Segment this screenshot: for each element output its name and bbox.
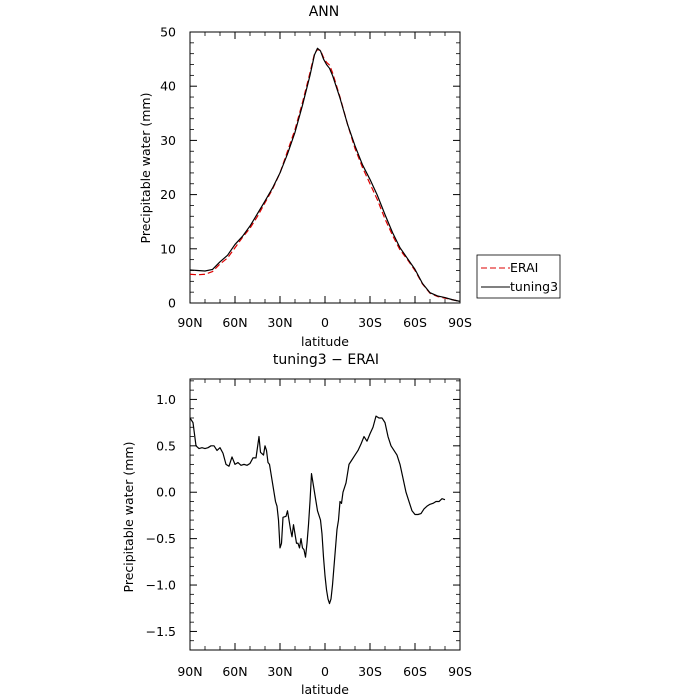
legend-label-erai: ERAI bbox=[510, 260, 538, 275]
difference-panel: tuning3 − ERAI 90N 60N 30N 0 30S 60S 90S −1.5−… bbox=[121, 352, 472, 697]
x-tick-label: 90S bbox=[448, 315, 472, 330]
x-tick-label: 30N bbox=[267, 315, 292, 330]
x-tick-labels: 90N 60N 30N 0 30S 60S 90S bbox=[177, 315, 472, 330]
y-tick-label: 0 bbox=[168, 296, 176, 311]
x-tick-labels: 90N 60N 30N 0 30S 60S 90S bbox=[177, 664, 472, 679]
y-axis-title: Precipitable water (mm) bbox=[121, 442, 136, 593]
legend-box bbox=[476, 254, 561, 299]
x-tick-label: 60S bbox=[403, 315, 427, 330]
series-lines bbox=[189, 415, 446, 605]
y-tick-label: 40 bbox=[160, 79, 176, 94]
y-tick-label: 0.5 bbox=[156, 438, 176, 453]
x-tick-label: 60N bbox=[222, 315, 247, 330]
y-tick-label: 10 bbox=[160, 241, 176, 256]
y-tick-labels: −1.5 −1.0 −0.5 0.0 0.5 1.0 bbox=[146, 392, 176, 639]
x-tick-label: 30N bbox=[267, 664, 292, 679]
plot-frame bbox=[189, 31, 461, 304]
y-tick-label: 30 bbox=[160, 133, 176, 148]
series-line-erai bbox=[189, 48, 461, 302]
tick-marks bbox=[189, 31, 461, 304]
x-tick-label: 60S bbox=[403, 664, 427, 679]
y-tick-label: 20 bbox=[160, 187, 176, 202]
legend-label-tuning3: tuning3 bbox=[510, 279, 558, 294]
y-tick-label: 0.0 bbox=[156, 485, 176, 500]
y-tick-label: −0.5 bbox=[146, 531, 176, 546]
x-tick-label: 60N bbox=[222, 664, 247, 679]
legend: ERAI tuning3 bbox=[476, 254, 561, 299]
x-tick-label: 30S bbox=[358, 664, 382, 679]
y-tick-label: −1.5 bbox=[146, 624, 176, 639]
y-axis-title: Precipitable water (mm) bbox=[138, 93, 153, 244]
y-tick-label: 1.0 bbox=[156, 392, 176, 407]
x-tick-label: 90S bbox=[448, 664, 472, 679]
panel-title: ANN bbox=[309, 4, 340, 20]
annual-mean-panel: ANN 90N 60N 30N 0 30S 60S 90S 0 10 20 30 40 50 lati… bbox=[138, 4, 472, 349]
series-line-tuning3 bbox=[189, 47, 461, 302]
x-tick-label: 0 bbox=[321, 315, 329, 330]
panel-title: tuning3 − ERAI bbox=[273, 352, 379, 368]
x-tick-label: 90N bbox=[177, 315, 202, 330]
y-tick-label: 50 bbox=[160, 25, 176, 40]
x-tick-label: 30S bbox=[358, 315, 382, 330]
x-tick-label: 90N bbox=[177, 664, 202, 679]
y-tick-labels: 0 10 20 30 40 50 bbox=[160, 25, 176, 311]
x-axis-title: latitude bbox=[301, 682, 349, 697]
x-tick-label: 0 bbox=[321, 664, 329, 679]
y-tick-label: −1.0 bbox=[146, 578, 176, 593]
x-axis-title: latitude bbox=[301, 334, 349, 349]
difference-line bbox=[189, 415, 446, 605]
tick-marks bbox=[189, 379, 461, 651]
series-lines bbox=[189, 47, 461, 302]
